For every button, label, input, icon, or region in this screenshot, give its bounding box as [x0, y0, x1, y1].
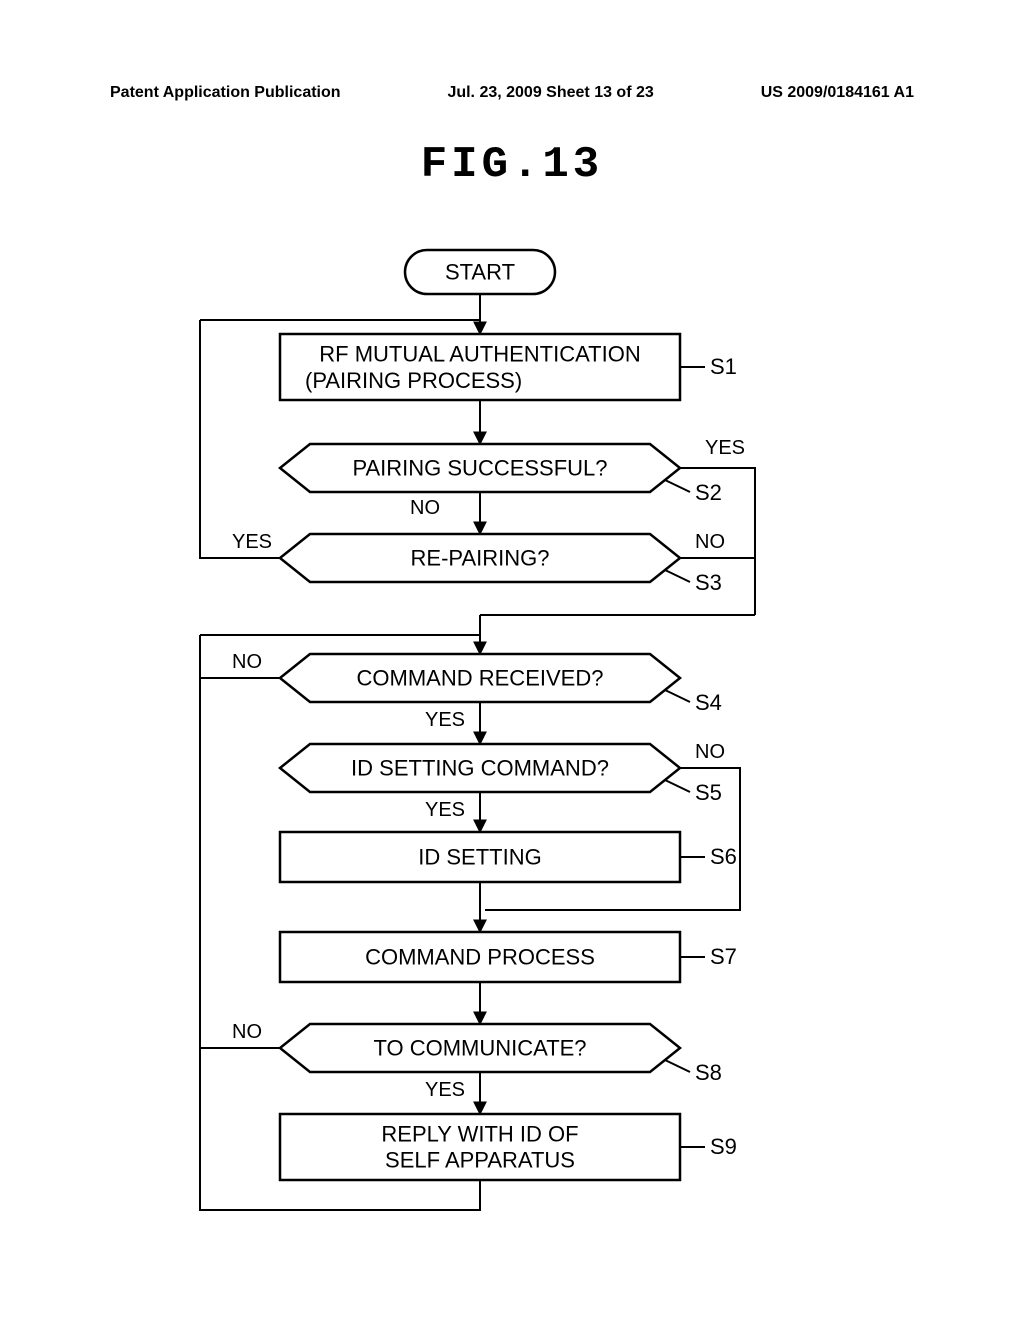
- s5-no-label: NO: [695, 741, 725, 763]
- s9-line1: REPLY WITH ID OF: [381, 1122, 578, 1147]
- s5-label: ID SETTING COMMAND?: [351, 756, 609, 781]
- s8-yes-label: YES: [425, 1079, 465, 1101]
- figure-title: FIG.13: [0, 140, 1024, 190]
- s3-step: S3: [695, 570, 722, 595]
- flowchart-svg: START RF MUTUAL AUTHENTICATION (PAIRING …: [0, 220, 1024, 1320]
- s8-step: S8: [695, 1060, 722, 1085]
- header-right: US 2009/0184161 A1: [761, 84, 914, 102]
- s9-line2: SELF APPARATUS: [385, 1148, 575, 1173]
- node-s7: COMMAND PROCESS S7: [280, 932, 737, 982]
- s2-no-label: NO: [410, 497, 440, 519]
- node-s6: ID SETTING S6: [280, 832, 737, 882]
- s2-yes-label: YES: [705, 437, 745, 459]
- s2-label: PAIRING SUCCESSFUL?: [352, 456, 607, 481]
- node-s3: RE-PAIRING? S3: [280, 534, 722, 595]
- node-s4: COMMAND RECEIVED? S4: [280, 654, 722, 715]
- s6-step: S6: [710, 844, 737, 869]
- node-s5: ID SETTING COMMAND? S5: [280, 744, 722, 805]
- s7-label: COMMAND PROCESS: [365, 945, 595, 970]
- s4-yes-label: YES: [425, 709, 465, 731]
- s3-no-label: NO: [695, 531, 725, 553]
- header-left: Patent Application Publication: [110, 84, 341, 102]
- s4-label: COMMAND RECEIVED?: [357, 666, 604, 691]
- header-center: Jul. 23, 2009 Sheet 13 of 23: [447, 84, 653, 102]
- node-s8: TO COMMUNICATE? S8: [280, 1024, 722, 1085]
- svg-text:(PAIRING PROCESS): (PAIRING PROCESS): [305, 368, 522, 393]
- page-header: Patent Application Publication Jul. 23, …: [0, 84, 1024, 102]
- s4-step: S4: [695, 690, 722, 715]
- s1-line2: (PAIRING PROCESS): [305, 368, 522, 393]
- s9-step: S9: [710, 1134, 737, 1159]
- page: Patent Application Publication Jul. 23, …: [0, 0, 1024, 1320]
- s5-yes-label: YES: [425, 799, 465, 821]
- node-s2: PAIRING SUCCESSFUL? S2: [280, 444, 722, 505]
- node-s9: REPLY WITH ID OF SELF APPARATUS S9: [280, 1114, 737, 1180]
- s1-line1: RF MUTUAL AUTHENTICATION: [319, 342, 640, 367]
- s2-step: S2: [695, 480, 722, 505]
- node-s1: RF MUTUAL AUTHENTICATION (PAIRING PROCES…: [280, 334, 737, 400]
- s4-no-label: NO: [232, 651, 262, 673]
- s3-yes-label: YES: [232, 531, 272, 553]
- s8-no-label: NO: [232, 1021, 262, 1043]
- s8-label: TO COMMUNICATE?: [373, 1036, 586, 1061]
- s7-step: S7: [710, 944, 737, 969]
- s5-step: S5: [695, 780, 722, 805]
- s1-step: S1: [710, 354, 737, 379]
- s3-label: RE-PAIRING?: [411, 546, 550, 571]
- node-start: START: [405, 250, 555, 294]
- start-label: START: [445, 260, 515, 285]
- s6-label: ID SETTING: [418, 845, 541, 870]
